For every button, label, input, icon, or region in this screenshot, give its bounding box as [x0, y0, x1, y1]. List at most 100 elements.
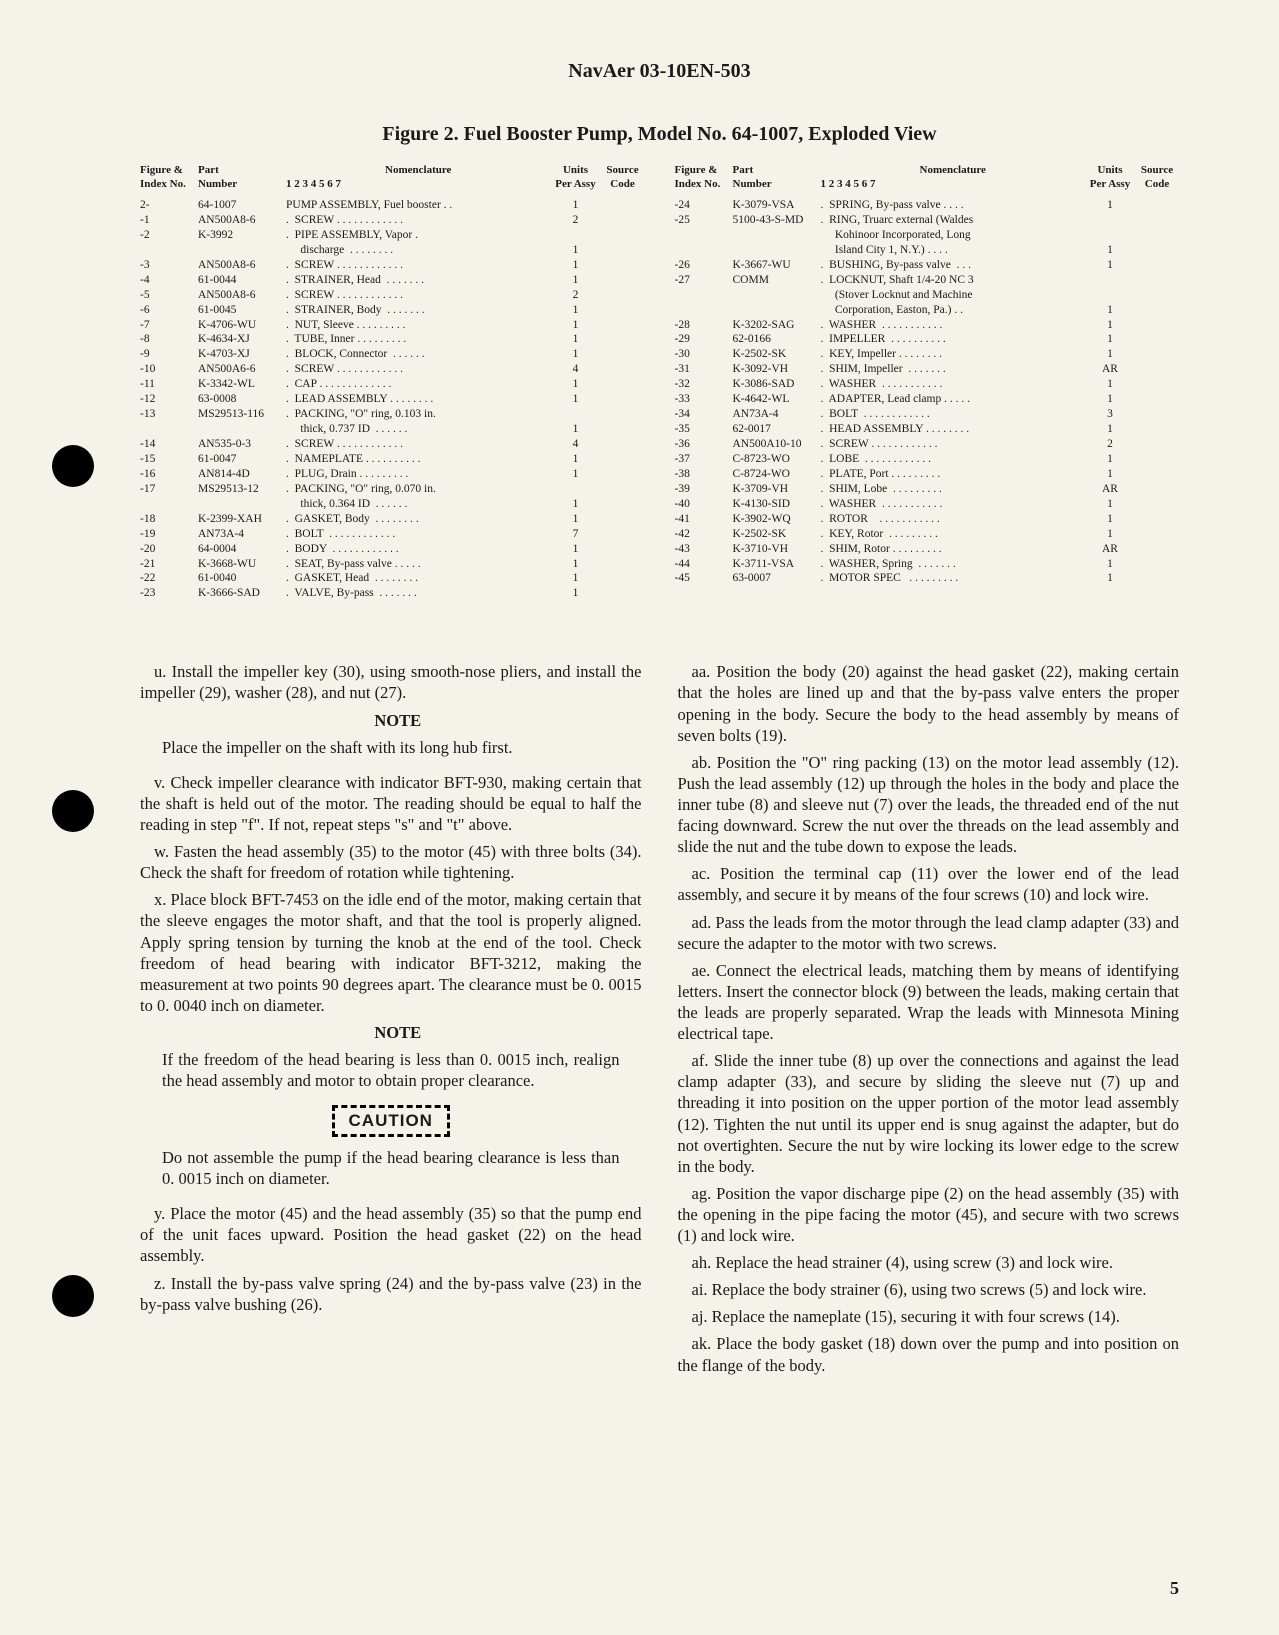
index-no: -29: [675, 332, 733, 347]
index-no: -15: [140, 452, 198, 467]
index-no: -32: [675, 377, 733, 392]
part-number: K-3711-VSA: [733, 557, 821, 572]
units-per-assy: 1: [551, 347, 601, 362]
source-code: [1135, 467, 1179, 482]
index-no: -22: [140, 571, 198, 586]
nomenclature: . ADAPTER, Lead clamp . . . . .: [821, 392, 1086, 407]
units-per-assy: [1085, 273, 1135, 288]
nomenclature: . VALVE, By-pass . . . . . . .: [286, 586, 551, 601]
units-per-assy: 1: [551, 571, 601, 586]
source-code: [601, 497, 645, 512]
units-per-assy: 1: [551, 542, 601, 557]
col-h: Nomenclature: [821, 164, 1086, 176]
parts-row: -17MS29513-12. PACKING, "O" ring, 0.070 …: [140, 482, 645, 497]
parts-row: -19AN73A-4. BOLT . . . . . . . . . . . .…: [140, 527, 645, 542]
para-aj: aj. Replace the nameplate (15), securing…: [678, 1306, 1180, 1327]
para-ac: ac. Position the terminal cap (11) over …: [678, 863, 1180, 905]
units-per-assy: 1: [551, 332, 601, 347]
part-number: [198, 497, 286, 512]
parts-row: -1AN500A8-6. SCREW . . . . . . . . . . .…: [140, 213, 645, 228]
part-number: AN500A8-6: [198, 288, 286, 303]
index-no: -14: [140, 437, 198, 452]
source-code: [601, 571, 645, 586]
index-no: -25: [675, 213, 733, 228]
parts-row: -4563-0007. MOTOR SPEC . . . . . . . . .…: [675, 571, 1180, 586]
units-per-assy: 2: [1085, 437, 1135, 452]
part-number: 62-0166: [733, 332, 821, 347]
parts-row: -33K-4642-WL. ADAPTER, Lead clamp . . . …: [675, 392, 1180, 407]
nomenclature: . SCREW . . . . . . . . . . . .: [286, 362, 551, 377]
index-no: [675, 228, 733, 243]
parts-row: -8K-4634-XJ. TUBE, Inner . . . . . . . .…: [140, 332, 645, 347]
part-number: K-3342-WL: [198, 377, 286, 392]
source-code: [601, 437, 645, 452]
source-code: [1135, 198, 1179, 213]
note-body: Place the impeller on the shaft with its…: [162, 737, 620, 758]
source-code: [601, 527, 645, 542]
note-body: If the freedom of the head bearing is le…: [162, 1049, 620, 1091]
units-per-assy: 1: [551, 512, 601, 527]
part-number: K-3092-VH: [733, 362, 821, 377]
parts-row: -37C-8723-WO. LOBE . . . . . . . . . . .…: [675, 452, 1180, 467]
col-h: Units: [1085, 164, 1135, 176]
figure-title: Figure 2. Fuel Booster Pump, Model No. 6…: [140, 123, 1179, 146]
units-per-assy: 1: [1085, 347, 1135, 362]
units-per-assy: [551, 228, 601, 243]
parts-row: -2K-3992. PIPE ASSEMBLY, Vapor .: [140, 228, 645, 243]
para-ab: ab. Position the "O" ring packing (13) o…: [678, 752, 1180, 858]
part-number: AN535-0-3: [198, 437, 286, 452]
nomenclature: . ROTOR . . . . . . . . . . .: [821, 512, 1086, 527]
units-per-assy: 1: [1085, 258, 1135, 273]
units-per-assy: 1: [551, 318, 601, 333]
parts-row: -16AN814-4D. PLUG, Drain . . . . . . . .…: [140, 467, 645, 482]
nomenclature: . TUBE, Inner . . . . . . . . .: [286, 332, 551, 347]
part-number: K-4642-WL: [733, 392, 821, 407]
body-text: u. Install the impeller key (30), using …: [140, 661, 1179, 1381]
nomenclature: . BOLT . . . . . . . . . . . .: [286, 527, 551, 542]
part-number: 62-0017: [733, 422, 821, 437]
index-no: -28: [675, 318, 733, 333]
source-code: [601, 377, 645, 392]
parts-row: -34AN73A-4. BOLT . . . . . . . . . . . .…: [675, 407, 1180, 422]
parts-row: -461-0044. STRAINER, Head . . . . . . .1: [140, 273, 645, 288]
source-code: [601, 542, 645, 557]
index-no: -8: [140, 332, 198, 347]
source-code: [601, 318, 645, 333]
source-code: [601, 467, 645, 482]
parts-row: 2-64-1007PUMP ASSEMBLY, Fuel booster . .…: [140, 198, 645, 213]
units-per-assy: [1085, 213, 1135, 228]
units-per-assy: AR: [1085, 482, 1135, 497]
nomenclature: . BODY . . . . . . . . . . . .: [286, 542, 551, 557]
source-code: [601, 557, 645, 572]
part-number: K-2502-SK: [733, 527, 821, 542]
units-per-assy: 1: [1085, 452, 1135, 467]
index-no: -37: [675, 452, 733, 467]
part-number: C-8724-WO: [733, 467, 821, 482]
parts-row: -28K-3202-SAG. WASHER . . . . . . . . . …: [675, 318, 1180, 333]
parts-row: -11K-3342-WL. CAP . . . . . . . . . . . …: [140, 377, 645, 392]
parts-row: Corporation, Easton, Pa.) . .1: [675, 303, 1180, 318]
index-no: -42: [675, 527, 733, 542]
nomenclature: Island City 1, N.Y.) . . . .: [821, 243, 1086, 258]
source-code: [601, 422, 645, 437]
index-no: 2-: [140, 198, 198, 213]
nomenclature: . STRAINER, Head . . . . . . .: [286, 273, 551, 288]
units-per-assy: 1: [551, 243, 601, 258]
parts-row: -1561-0047. NAMEPLATE . . . . . . . . . …: [140, 452, 645, 467]
punch-hole: [52, 1275, 94, 1317]
part-number: 64-0004: [198, 542, 286, 557]
source-code: [601, 347, 645, 362]
col-sh: Code: [1135, 178, 1179, 190]
col-h: Part: [733, 164, 821, 176]
source-code: [1135, 288, 1179, 303]
part-number: 5100-43-S-MD: [733, 213, 821, 228]
nomenclature: thick, 0.364 ID . . . . . .: [286, 497, 551, 512]
parts-row: thick, 0.364 ID . . . . . .1: [140, 497, 645, 512]
nomenclature: Kohinoor Incorporated, Long: [821, 228, 1086, 243]
units-per-assy: 1: [551, 497, 601, 512]
caution-label: CAUTION: [332, 1105, 450, 1137]
part-number: K-3086-SAD: [733, 377, 821, 392]
units-per-assy: 1: [1085, 318, 1135, 333]
source-code: [1135, 571, 1179, 586]
caution-box: CAUTION: [140, 1105, 642, 1137]
